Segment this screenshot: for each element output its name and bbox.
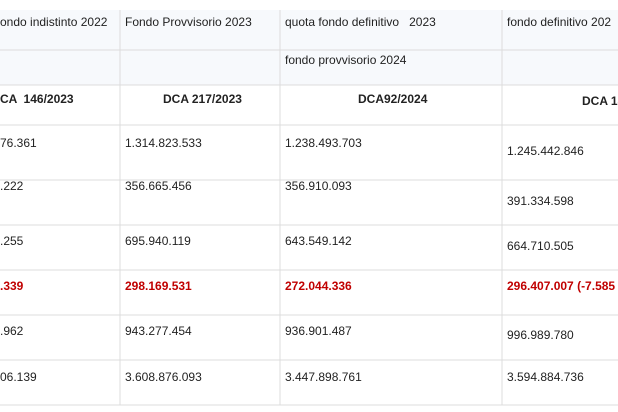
cell-value: 3.608.876.093 <box>125 370 202 384</box>
cell-value: 3.447.898.761 <box>285 370 362 384</box>
cell-value: 1.314.823.533 <box>125 136 202 150</box>
cell-value: 356.665.456 <box>125 179 192 193</box>
cell-value: 996.989.780 <box>507 328 574 342</box>
column-header: fondo definitivo 202 <box>507 15 612 29</box>
cell-value: 76.361 <box>0 136 37 150</box>
cell-value: 356.910.093 <box>285 179 352 193</box>
cell-value: 695.940.119 <box>125 234 191 248</box>
cell-value: 3.594.884.736 <box>507 370 584 384</box>
dca-label: DCA 18 <box>582 94 618 108</box>
header-bg <box>0 10 618 85</box>
cell-value: 06.139 <box>0 370 37 384</box>
cell-value: .255 <box>0 234 24 248</box>
cell-value: 298.169.531 <box>125 279 192 293</box>
cell-value: 1.238.493.703 <box>285 136 362 150</box>
cell-value: .339 <box>0 279 24 293</box>
cell-value: 272.044.336 <box>285 279 352 293</box>
grid-lines <box>0 10 618 406</box>
cell-value: .222 <box>0 179 24 193</box>
dca-label: CA 146/2023 <box>0 92 74 106</box>
column-header: ondo indistinto 2022 <box>0 15 108 29</box>
column-header: quota fondo definitivo 2023 <box>285 15 436 29</box>
cell-value: 643.549.142 <box>285 234 352 248</box>
column-subheader: fondo provvisorio 2024 <box>285 53 407 67</box>
dca-label: DCA 217/2023 <box>163 92 242 106</box>
column-header: Fondo Provvisorio 2023 <box>125 15 252 29</box>
cell-value: 664.710.505 <box>507 239 574 253</box>
cell-value: 936.901.487 <box>285 324 352 338</box>
cell-value: 943.277.454 <box>125 324 192 338</box>
cell-value: .962 <box>0 324 24 338</box>
cell-value: 296.407.007 (-7.585 <box>507 279 616 293</box>
cell-value: 391.334.598 <box>507 194 574 208</box>
cell-value: 1.245.442.846 <box>507 144 584 158</box>
dca-label: DCA92/2024 <box>358 92 428 106</box>
